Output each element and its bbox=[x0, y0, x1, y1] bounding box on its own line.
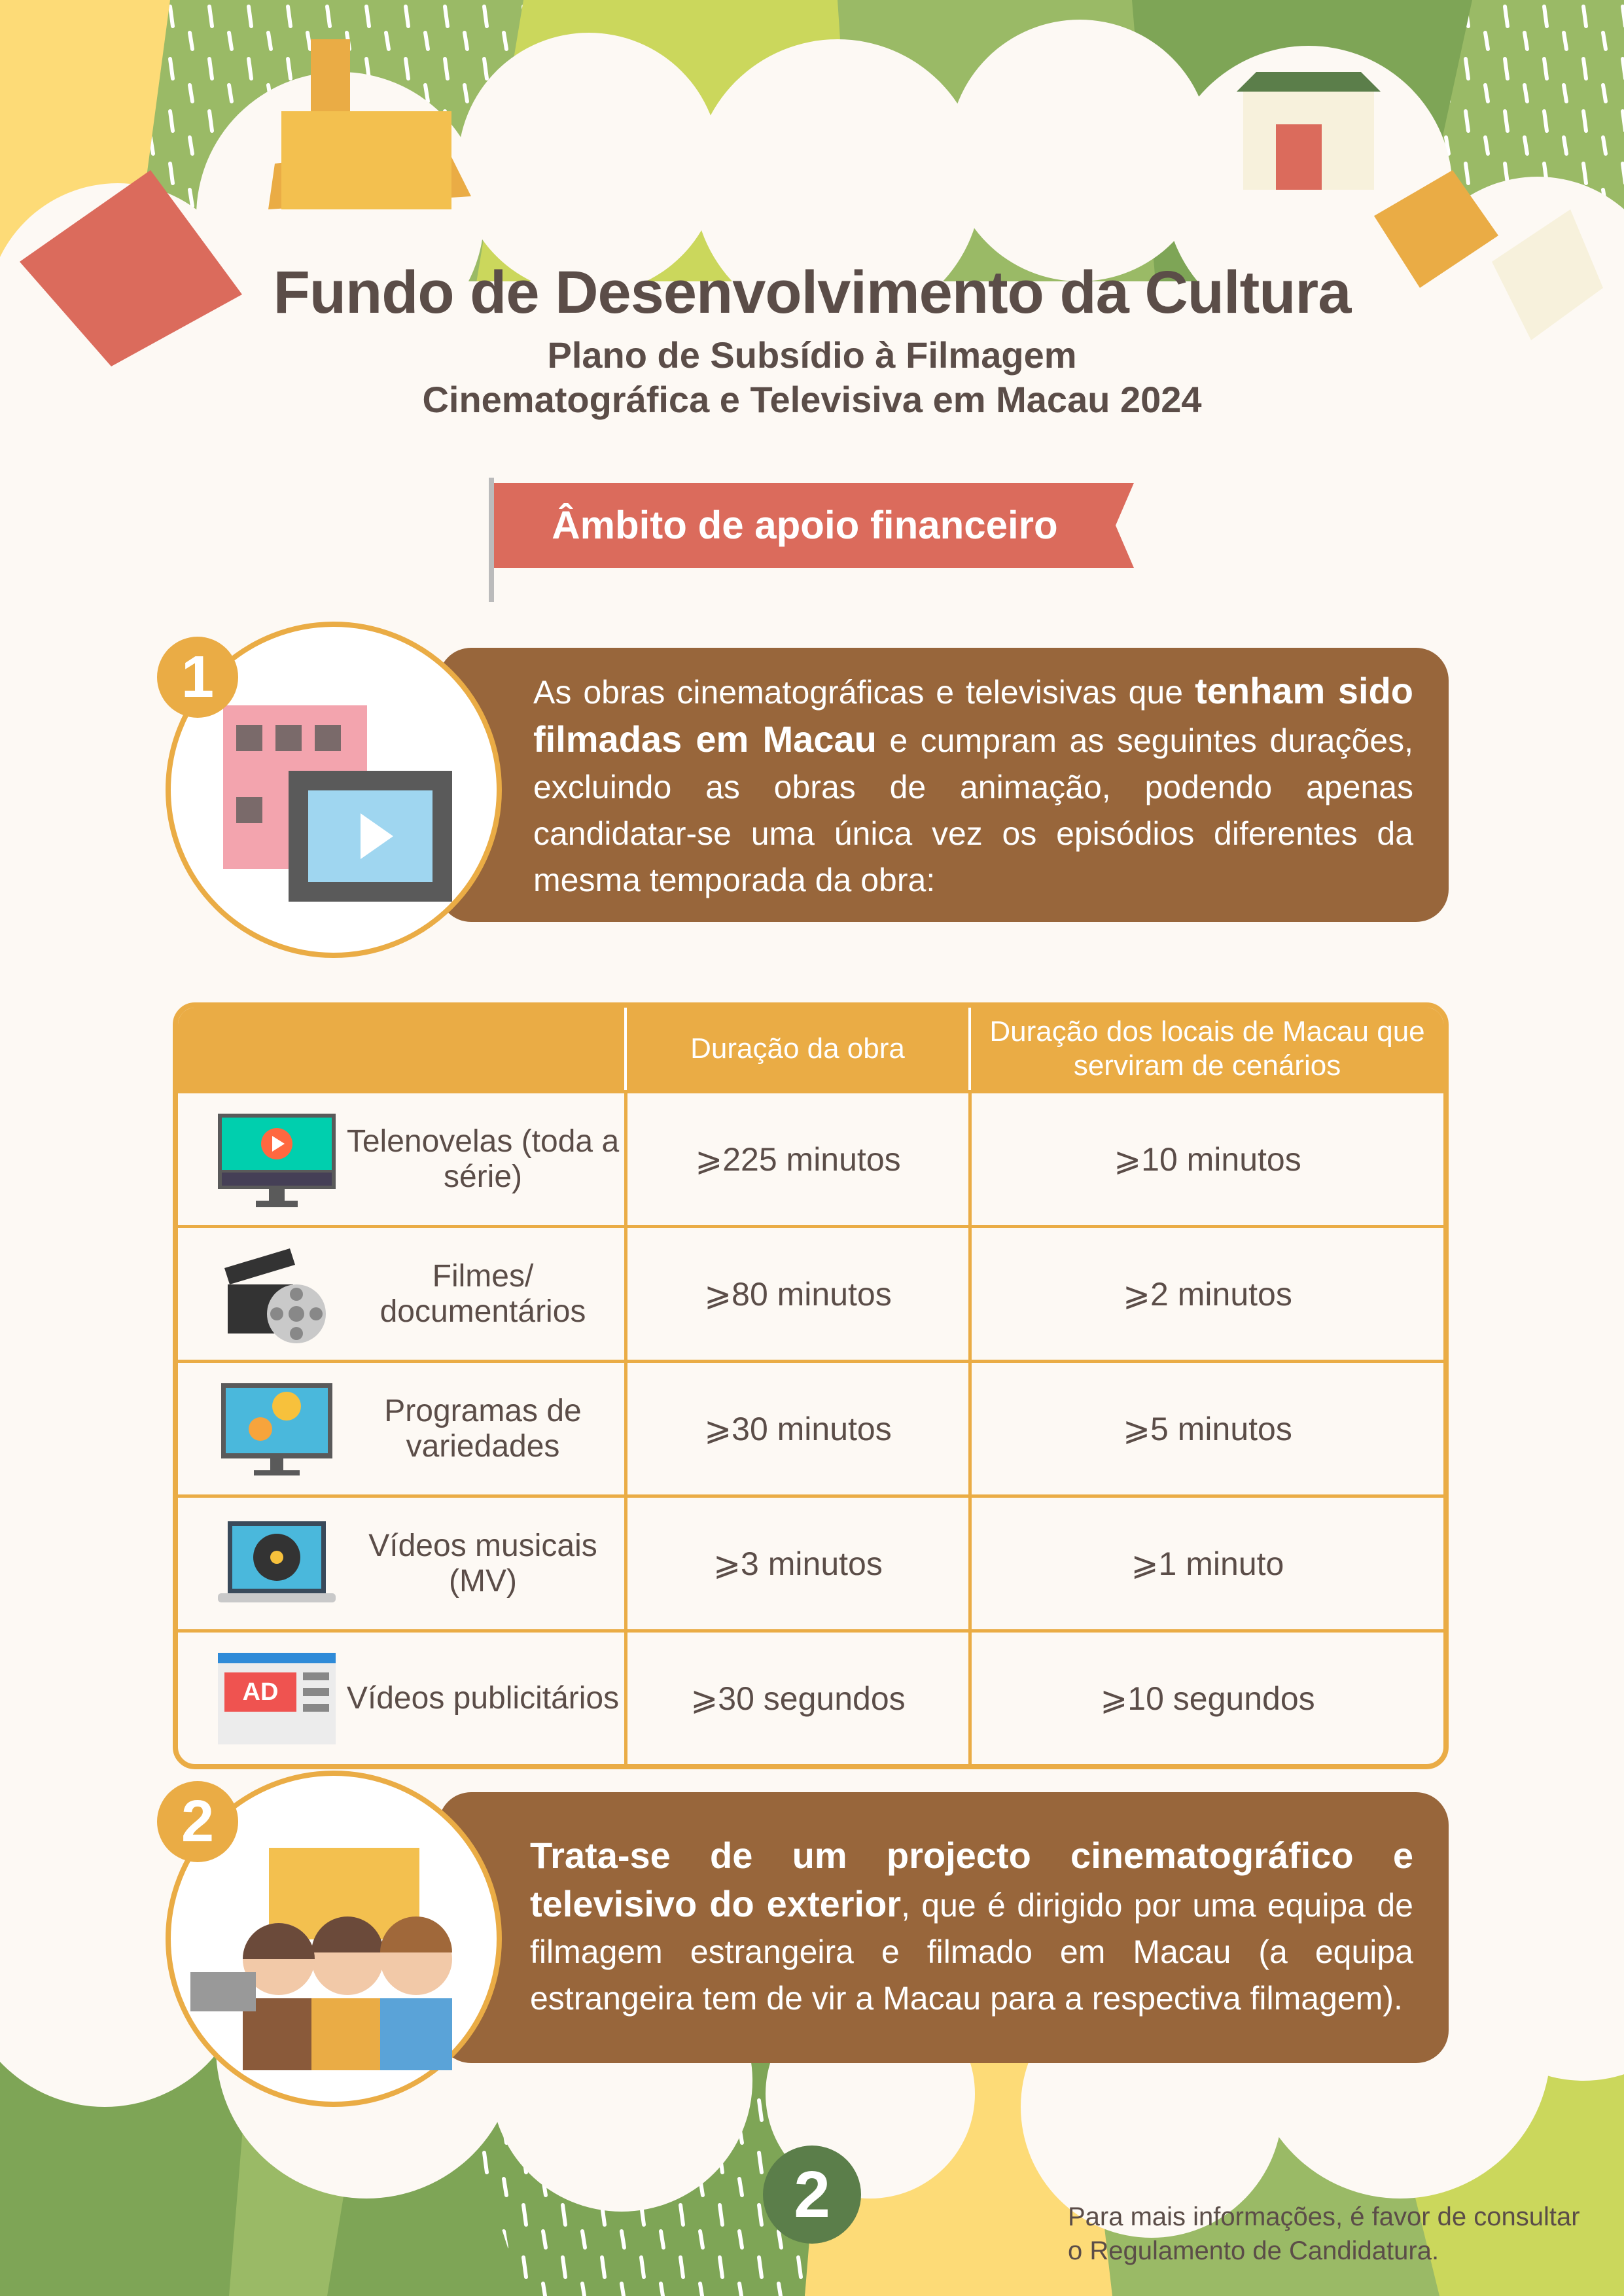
category-label: Vídeos publicitários bbox=[346, 1680, 620, 1716]
category-label: Programas de variedades bbox=[384, 1393, 582, 1464]
footer-note: Para mais informações, é favor de consul… bbox=[1068, 2200, 1580, 2268]
location-duration-cell: ⩾1 minuto bbox=[968, 1494, 1443, 1629]
table-row: AD Vídeos publicitários ⩾30 segundos ⩾10… bbox=[178, 1629, 1443, 1764]
clapperboard-film-reel-icon bbox=[224, 1248, 326, 1343]
ad-browser-icon: AD bbox=[211, 1646, 342, 1751]
category-label: Vídeos musicais (MV) bbox=[368, 1528, 597, 1598]
location-duration-cell: ⩾10 segundos bbox=[968, 1629, 1443, 1764]
location-duration-cell: ⩾2 minutos bbox=[968, 1225, 1443, 1360]
film-crew-icon bbox=[190, 1848, 452, 2070]
duration-cell: ⩾3 minutos bbox=[624, 1494, 968, 1629]
section2-illustration bbox=[166, 1771, 502, 2107]
location-duration-cell: ⩾10 minutos bbox=[968, 1090, 1443, 1225]
page-title: Fundo de Desenvolvimento da Cultura bbox=[273, 259, 1352, 326]
category-label: Filmes/ documentários bbox=[380, 1258, 586, 1329]
tv-play-icon bbox=[218, 1113, 336, 1207]
table-header-location-duration: Duração dos locais de Macau que serviram… bbox=[968, 1008, 1443, 1090]
duration-table: Duração da obra Duração dos locais de Ma… bbox=[173, 1002, 1449, 1769]
section-banner: Âmbito de apoio financeiro bbox=[552, 503, 1058, 547]
footer-note-line2: o Regulamento de Candidatura. bbox=[1068, 2236, 1439, 2265]
table-row: Programas de variedades ⩾30 minutos ⩾5 m… bbox=[178, 1360, 1443, 1494]
section2-box bbox=[438, 1792, 1449, 2063]
section2-text: Trata-se de um projecto cinematográfico … bbox=[530, 1835, 1413, 2017]
duration-cell: ⩾225 minutos bbox=[624, 1090, 968, 1225]
duration-cell: ⩾80 minutos bbox=[624, 1225, 968, 1360]
location-duration-cell: ⩾5 minutos bbox=[968, 1360, 1443, 1494]
building-illustrations bbox=[20, 39, 1603, 366]
monitor-smiley-icon bbox=[221, 1383, 332, 1475]
page-number: 2 bbox=[763, 2146, 861, 2244]
table-header-duration: Duração da obra bbox=[624, 1008, 968, 1090]
laptop-vinyl-icon bbox=[218, 1521, 336, 1602]
section1-number-badge: 1 bbox=[157, 637, 238, 718]
duration-cell: ⩾30 minutos bbox=[624, 1360, 968, 1494]
table-row: Vídeos musicais (MV) ⩾3 minutos ⩾1 minut… bbox=[178, 1494, 1443, 1629]
footer-note-line1: Para mais informações, é favor de consul… bbox=[1068, 2202, 1580, 2231]
table-row: Telenovelas (toda a série) ⩾225 minutos … bbox=[178, 1090, 1443, 1225]
table-header-category bbox=[178, 1008, 624, 1090]
duration-cell: ⩾30 segundos bbox=[624, 1629, 968, 1764]
subtitle-line-1: Plano de Subsídio à Filmagem bbox=[547, 334, 1077, 376]
category-label: Telenovelas (toda a série) bbox=[346, 1123, 620, 1194]
table-header-row: Duração da obra Duração dos locais de Ma… bbox=[178, 1008, 1443, 1090]
section2-number-badge: 2 bbox=[157, 1781, 238, 1862]
ad-icon-label: AD bbox=[224, 1672, 296, 1712]
table-row: Filmes/ documentários ⩾80 minutos ⩾2 min… bbox=[178, 1225, 1443, 1360]
subtitle-line-2: Cinematográfica e Televisiva em Macau 20… bbox=[422, 379, 1202, 420]
section1-text: As obras cinematográficas e televisivas … bbox=[533, 670, 1413, 898]
section1-box bbox=[438, 648, 1449, 922]
building-film-icon bbox=[223, 705, 452, 902]
